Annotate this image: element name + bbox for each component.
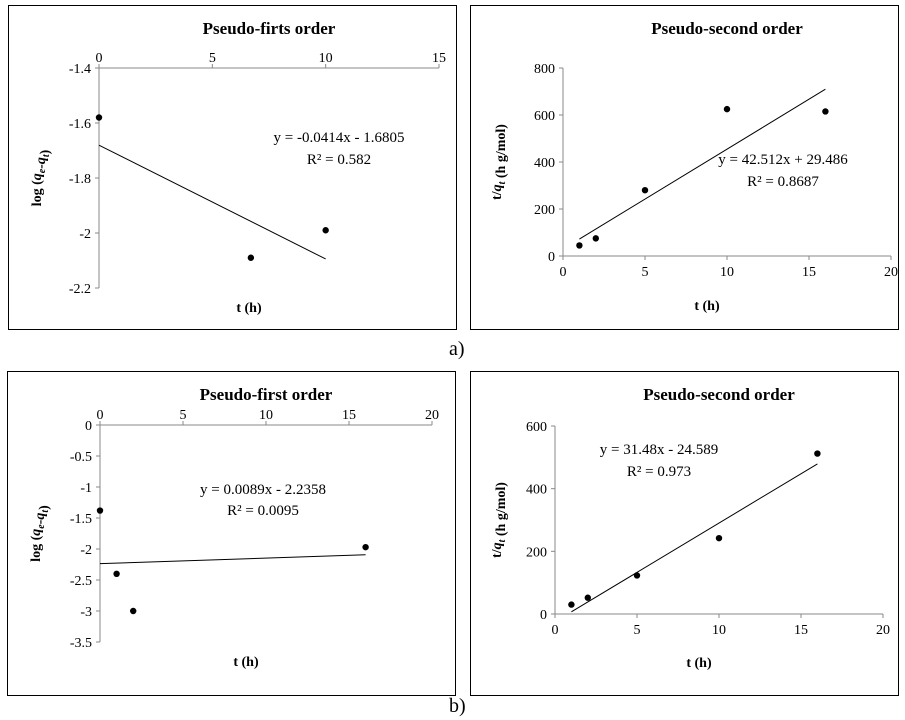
x-tick-label: 20 bbox=[876, 623, 890, 638]
y-tick-label: -3.5 bbox=[70, 636, 92, 651]
chart-a-second-order: Pseudo-second order 0 200 400 600 800 0 5 10 15 20… bbox=[490, 19, 898, 314]
y-tick-label: -1.4 bbox=[69, 62, 91, 77]
chart-panel-a-first-order: Pseudo-firts order -1.4 -1.6 -1.8 -2 -2.2 0 5 10… bbox=[8, 5, 457, 330]
y-tick-label: -2.5 bbox=[70, 574, 92, 589]
x-axis-label: t (h) bbox=[233, 655, 259, 670]
y-tick-label: -1.8 bbox=[69, 172, 91, 187]
x-tick-label: 10 bbox=[720, 265, 734, 280]
x-tick-label: 0 bbox=[97, 408, 104, 423]
y-tick-label: 0 bbox=[548, 250, 555, 265]
data-point bbox=[113, 570, 120, 577]
y-tick-label: 200 bbox=[534, 203, 555, 218]
data-point bbox=[822, 108, 829, 115]
y-axis-label: t/qt (h g/mol) bbox=[490, 124, 509, 200]
trendline-equation: y = -0.0414x - 1.6805 bbox=[274, 130, 405, 146]
data-point bbox=[95, 114, 103, 121]
caption-b: b) bbox=[449, 695, 466, 717]
chart-a-first-order: Pseudo-firts order -1.4 -1.6 -1.8 -2 -2.2 0 5 10… bbox=[30, 19, 446, 316]
y-tick-label: 400 bbox=[526, 483, 547, 498]
chart-panel-b-first-order: Pseudo-first order 0 -0.5 -1 -1.5 -2 -2.5 -3 -3.… bbox=[7, 371, 456, 696]
y-tick-label: 0 bbox=[85, 419, 92, 434]
chart-title: Pseudo-second order bbox=[643, 385, 795, 404]
y-tick-label: -0.5 bbox=[70, 450, 92, 465]
chart-title: Pseudo-second order bbox=[651, 19, 803, 38]
r-squared-label: R² = 0.0095 bbox=[227, 503, 299, 519]
chart-title: Pseudo-firts order bbox=[203, 19, 336, 38]
data-point bbox=[576, 242, 583, 249]
x-tick-label: 10 bbox=[712, 623, 726, 638]
chart-b-second-order: Pseudo-second order 0 200 400 600 0 5 10 15 20 t (… bbox=[490, 385, 890, 671]
chart-b-first-order: Pseudo-first order 0 -0.5 -1 -1.5 -2 -2.5 -3 -3.… bbox=[29, 385, 439, 670]
x-tick-label: 5 bbox=[209, 51, 216, 66]
r-squared-label: R² = 0.8687 bbox=[747, 174, 819, 190]
data-point bbox=[715, 534, 723, 542]
r-squared-label: R² = 0.582 bbox=[307, 152, 371, 168]
x-axis-label: t (h) bbox=[236, 301, 262, 316]
data-point bbox=[130, 607, 137, 615]
x-tick-label: 20 bbox=[425, 408, 439, 423]
y-tick-label: -1.5 bbox=[70, 512, 92, 527]
x-tick-label: 10 bbox=[319, 51, 333, 66]
y-tick-label: -3 bbox=[80, 605, 92, 620]
data-point bbox=[641, 187, 649, 194]
data-point bbox=[247, 254, 255, 261]
y-axis-label: log (qe-qt) bbox=[29, 505, 52, 562]
data-point bbox=[723, 105, 731, 113]
data-point bbox=[584, 594, 591, 601]
trendline-equation: y = 42.512x + 29.486 bbox=[718, 152, 848, 168]
data-point bbox=[633, 572, 641, 579]
y-tick-label: -2 bbox=[80, 543, 92, 558]
y-tick-label: 400 bbox=[534, 156, 555, 171]
y-tick-label: -2.2 bbox=[69, 282, 91, 297]
x-axis-label: t (h) bbox=[694, 299, 720, 314]
trendline bbox=[579, 88, 826, 240]
x-tick-label: 15 bbox=[802, 265, 816, 280]
y-tick-label: -1 bbox=[80, 481, 92, 496]
y-axis-label: log (qe-qt) bbox=[30, 149, 53, 206]
data-point bbox=[814, 450, 821, 457]
x-tick-label: 0 bbox=[560, 265, 567, 280]
data-point bbox=[592, 235, 599, 242]
x-tick-label: 0 bbox=[96, 51, 103, 66]
x-tick-label: 0 bbox=[552, 623, 559, 638]
data-point bbox=[568, 601, 575, 608]
chart-title: Pseudo-first order bbox=[200, 385, 333, 404]
x-axis-label: t (h) bbox=[686, 656, 712, 671]
y-axis-label: t/qt (h g/mol) bbox=[490, 482, 509, 558]
trendline bbox=[99, 554, 366, 565]
y-tick-label: 600 bbox=[526, 420, 547, 435]
x-tick-label: 5 bbox=[634, 623, 641, 638]
trendline-equation: y = 0.0089x - 2.2358 bbox=[200, 482, 326, 498]
x-tick-label: 15 bbox=[432, 51, 446, 66]
x-tick-label: 15 bbox=[342, 408, 356, 423]
y-tick-label: 800 bbox=[534, 62, 555, 77]
y-tick-label: 600 bbox=[534, 109, 555, 124]
trendline bbox=[98, 144, 326, 260]
trendline bbox=[571, 463, 818, 613]
chart-panel-a-second-order: Pseudo-second order 0 200 400 600 800 0 5 10 15 20… bbox=[470, 5, 899, 330]
caption-a: a) bbox=[449, 338, 465, 360]
y-tick-label: 0 bbox=[540, 608, 547, 623]
x-tick-label: 5 bbox=[180, 408, 187, 423]
y-tick-label: -1.6 bbox=[69, 117, 91, 132]
x-tick-label: 5 bbox=[642, 265, 649, 280]
r-squared-label: R² = 0.973 bbox=[627, 464, 691, 480]
x-tick-label: 20 bbox=[884, 265, 898, 280]
x-tick-label: 10 bbox=[259, 408, 273, 423]
x-tick-label: 15 bbox=[794, 623, 808, 638]
data-point bbox=[96, 507, 104, 514]
y-tick-label: 200 bbox=[526, 545, 547, 560]
y-tick-label: -2 bbox=[79, 227, 91, 242]
data-point bbox=[362, 543, 369, 551]
chart-panel-b-second-order: Pseudo-second order 0 200 400 600 0 5 10 15 20 t (… bbox=[470, 371, 899, 696]
trendline-equation: y = 31.48x - 24.589 bbox=[600, 442, 718, 458]
data-point bbox=[322, 227, 329, 234]
